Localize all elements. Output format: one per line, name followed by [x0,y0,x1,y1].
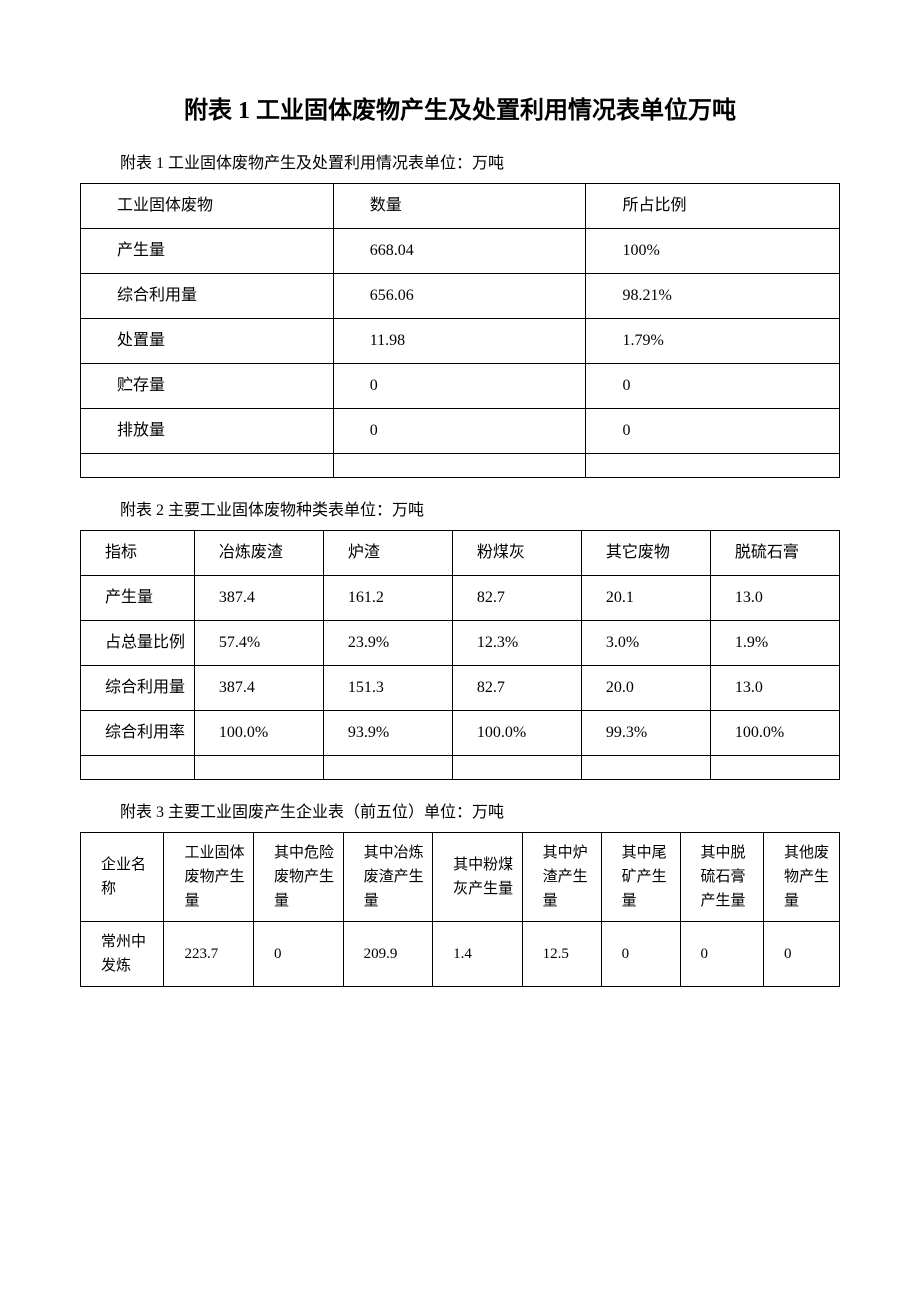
table3-header-5: 其中炉渣产生量 [522,833,601,922]
table1: 工业固体废物 数量 所占比例 产生量 668.04 100% 综合利用量 656… [80,183,840,478]
table2-empty [452,756,581,780]
table2-cell: 93.9% [323,711,452,756]
table1-empty [333,454,586,478]
table3-cell: 0 [680,922,763,987]
table2-subtitle: 附表 2 主要工业固体废物种类表单位：万吨 [120,496,840,520]
table-row: 企业名称 工业固体废物产生量 其中危险废物产生量 其中冶炼废渣产生量 其中粉煤灰… [81,833,840,922]
table2: 指标 冶炼废渣 炉渣 粉煤灰 其它废物 脱硫石膏 产生量 387.4 161.2… [80,530,840,780]
table2-empty [710,756,839,780]
table2-header-1: 冶炼废渣 [194,531,323,576]
table2-cell: 57.4% [194,621,323,666]
table1-header-1: 数量 [333,184,586,229]
table2-cell: 13.0 [710,666,839,711]
table2-cell: 161.2 [323,576,452,621]
table1-cell: 排放量 [81,409,334,454]
table-row: 产生量 387.4 161.2 82.7 20.1 13.0 [81,576,840,621]
table1-subtitle: 附表 1 工业固体废物产生及处置利用情况表单位：万吨 [120,149,840,173]
table2-cell: 387.4 [194,576,323,621]
table2-cell: 占总量比例 [81,621,195,666]
table2-cell: 99.3% [581,711,710,756]
table-row: 常州中发炼 223.7 0 209.9 1.4 12.5 0 0 0 [81,922,840,987]
page-title: 附表 1 工业固体废物产生及处置利用情况表单位万吨 [80,90,840,125]
table3-cell: 209.9 [343,922,433,987]
table-row: 指标 冶炼废渣 炉渣 粉煤灰 其它废物 脱硫石膏 [81,531,840,576]
table1-cell: 0 [586,364,840,409]
table2-empty [81,756,195,780]
table2-cell: 82.7 [452,576,581,621]
table1-cell: 综合利用量 [81,274,334,319]
table2-cell: 387.4 [194,666,323,711]
table1-cell: 98.21% [586,274,840,319]
table3-cell: 223.7 [164,922,254,987]
table2-cell: 100.0% [194,711,323,756]
table3-cell: 常州中发炼 [81,922,164,987]
table1-empty [586,454,840,478]
table2-cell: 12.3% [452,621,581,666]
table-row: 贮存量 0 0 [81,364,840,409]
table2-header-3: 粉煤灰 [452,531,581,576]
table3-header-0: 企业名称 [81,833,164,922]
table2-header-2: 炉渣 [323,531,452,576]
table2-cell: 3.0% [581,621,710,666]
table2-cell: 82.7 [452,666,581,711]
table3-cell: 0 [764,922,840,987]
table-row: 占总量比例 57.4% 23.9% 12.3% 3.0% 1.9% [81,621,840,666]
table1-cell: 贮存量 [81,364,334,409]
table2-cell: 产生量 [81,576,195,621]
table1-cell: 产生量 [81,229,334,274]
table2-header-0: 指标 [81,531,195,576]
table2-cell: 20.0 [581,666,710,711]
table1-header-2: 所占比例 [586,184,840,229]
table-row: 工业固体废物 数量 所占比例 [81,184,840,229]
table2-cell: 13.0 [710,576,839,621]
table1-cell: 0 [586,409,840,454]
table3-header-2: 其中危险废物产生量 [254,833,344,922]
table-row: 产生量 668.04 100% [81,229,840,274]
table1-cell: 1.79% [586,319,840,364]
table2-cell: 综合利用率 [81,711,195,756]
table3-header-4: 其中粉煤灰产生量 [433,833,523,922]
table-row [81,454,840,478]
table1-header-0: 工业固体废物 [81,184,334,229]
table2-empty [323,756,452,780]
table3-header-3: 其中冶炼废渣产生量 [343,833,433,922]
table2-cell: 23.9% [323,621,452,666]
table3-cell: 12.5 [522,922,601,987]
table3-subtitle: 附表 3 主要工业固废产生企业表（前五位）单位：万吨 [120,798,840,822]
table2-cell: 1.9% [710,621,839,666]
table3-cell: 1.4 [433,922,523,987]
table1-cell: 100% [586,229,840,274]
table2-empty [194,756,323,780]
table2-empty [581,756,710,780]
table3-header-7: 其中脱硫石膏产生量 [680,833,763,922]
table-row: 综合利用量 656.06 98.21% [81,274,840,319]
table1-empty [81,454,334,478]
table2-cell: 100.0% [452,711,581,756]
table3-cell: 0 [601,922,680,987]
table2-cell: 20.1 [581,576,710,621]
table1-cell: 0 [333,409,586,454]
table-row: 处置量 11.98 1.79% [81,319,840,364]
table2-cell: 100.0% [710,711,839,756]
table1-cell: 11.98 [333,319,586,364]
table2-header-4: 其它废物 [581,531,710,576]
table3-header-8: 其他废物产生量 [764,833,840,922]
table1-cell: 0 [333,364,586,409]
table-row: 综合利用量 387.4 151.3 82.7 20.0 13.0 [81,666,840,711]
table1-cell: 处置量 [81,319,334,364]
table2-cell: 151.3 [323,666,452,711]
table3-header-6: 其中尾矿产生量 [601,833,680,922]
table1-cell: 656.06 [333,274,586,319]
table-row [81,756,840,780]
table3-cell: 0 [254,922,344,987]
table1-cell: 668.04 [333,229,586,274]
table3-header-1: 工业固体废物产生量 [164,833,254,922]
table-row: 排放量 0 0 [81,409,840,454]
table2-cell: 综合利用量 [81,666,195,711]
table2-header-5: 脱硫石膏 [710,531,839,576]
table3: 企业名称 工业固体废物产生量 其中危险废物产生量 其中冶炼废渣产生量 其中粉煤灰… [80,832,840,987]
table-row: 综合利用率 100.0% 93.9% 100.0% 99.3% 100.0% [81,711,840,756]
